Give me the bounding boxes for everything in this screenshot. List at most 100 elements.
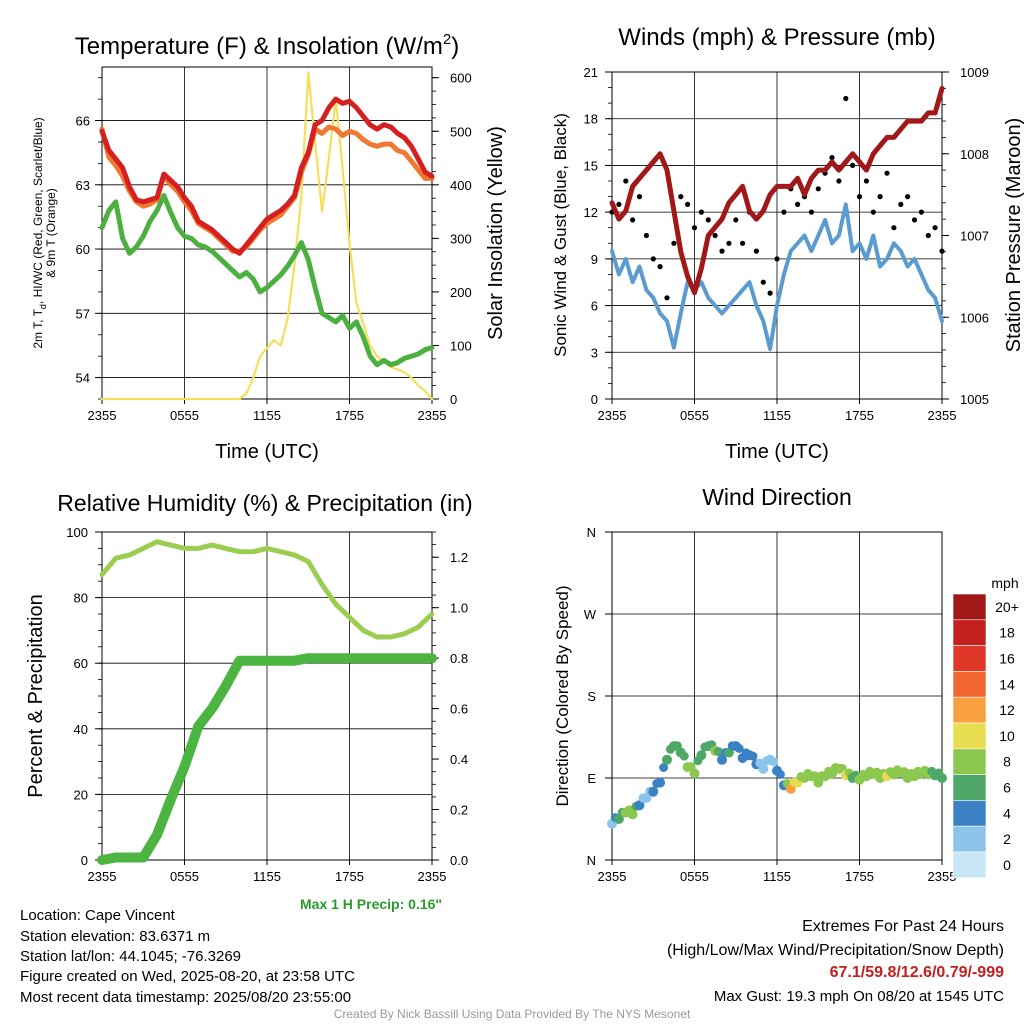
direction-point (748, 751, 758, 761)
y-label-line1: 2m T, Td, HI/WC (Red, Green, Scarlet/Blu… (31, 117, 48, 348)
series-line-sonic-wind (610, 202, 944, 352)
direction-point (937, 773, 947, 783)
gust-point (774, 256, 780, 262)
gust-point (905, 194, 911, 200)
y-axis-label-left: Percent & Precipitation (25, 594, 47, 797)
gust-point (712, 232, 718, 239)
gust-point (719, 248, 725, 254)
legend-label: 8 (1003, 754, 1011, 770)
direction-point (775, 769, 785, 779)
y-label-part: , HI/WC (Red, Green, Scarlet/Blue) (31, 117, 45, 304)
x-tick-label: 1755 (845, 408, 874, 423)
y-tick-label-left: N (587, 853, 596, 868)
y-tick-label-left: 3 (591, 345, 598, 360)
location-text: Location: Cape Vincent (20, 907, 175, 924)
panel-title-end: ) (451, 33, 459, 60)
y-axis-label-left: Direction (Colored By Speed) (553, 585, 572, 806)
gust-point (939, 248, 945, 254)
gust-point (678, 194, 684, 200)
gust-point (760, 279, 766, 285)
gust-point (877, 194, 883, 200)
y-label-left-text: Direction (Colored By Speed) (553, 585, 572, 806)
y-tick-label-left: 15 (584, 158, 598, 173)
direction-point (627, 809, 638, 820)
x-tick-label: 1755 (845, 869, 874, 884)
gust-point (671, 240, 677, 246)
y-label-left-text: Sonic Wind & Gust (Blue, Black) (551, 113, 570, 357)
extremes-subtitle: (High/Low/Max Wind/Precipitation/Snow De… (666, 942, 1004, 959)
y-tick-label-right: 1008 (960, 147, 989, 162)
gust-point (836, 178, 842, 184)
x-tick-label: 2355 (598, 408, 627, 423)
direction-point (689, 768, 700, 779)
gust-point (815, 186, 821, 192)
x-tick-label: 2355 (88, 869, 117, 884)
gust-point (781, 209, 787, 215)
y-axis-label-right: Solar Insolation (Yellow) (485, 126, 507, 340)
gust-point (843, 95, 849, 102)
legend-label: 0 (1003, 857, 1011, 873)
y-tick-label-right: 1009 (960, 65, 989, 80)
credit-text: Created By Nick Bassill Using Data Provi… (333, 1007, 691, 1021)
legend-swatch (952, 722, 987, 750)
series-line-td (99, 193, 435, 368)
y-label-line2: & 9m T (Orange) (44, 188, 58, 278)
legend-swatch (952, 671, 987, 698)
y-tick-label-left: 0 (591, 392, 598, 407)
gust-point (733, 217, 739, 223)
y-label-sub: d (38, 304, 48, 309)
y-tick-label-left: N (587, 525, 596, 540)
x-tick-label: 1755 (335, 408, 364, 423)
gust-point (918, 209, 925, 215)
x-tick-label: 0555 (680, 869, 709, 884)
gust-point (616, 201, 622, 207)
extremes-title: Extremes For Past 24 Hours (802, 918, 1004, 935)
gust-point (643, 232, 650, 239)
gust-point (884, 170, 890, 176)
x-tick-label: 1155 (763, 408, 791, 423)
x-tick-label: 0555 (170, 408, 199, 423)
x-tick-label: 1155 (253, 408, 281, 423)
y-label-part: 2m T, T (31, 308, 45, 348)
y-tick-label-right: 0.0 (450, 853, 468, 868)
gust-point (898, 201, 904, 207)
y-tick-label-left: 18 (584, 112, 598, 127)
gust-point (795, 201, 801, 207)
panel-title-sup: 2 (443, 31, 451, 48)
x-tick-label: 2355 (418, 869, 447, 884)
gust-point (630, 217, 636, 223)
panel-title: Relative Humidity (%) & Precipitation (i… (57, 490, 472, 516)
y-axis-label-left: Sonic Wind & Gust (Blue, Black) (551, 113, 570, 357)
y-axis-label-left: 2m T, Td, HI/WC (Red, Green, Scarlet/Blu… (31, 117, 58, 348)
y-tick-label-left: 100 (66, 525, 88, 540)
direction-point (696, 750, 707, 761)
x-tick-label: 2355 (928, 869, 957, 884)
direction-point (634, 800, 645, 811)
y-tick-label-left: 6 (591, 299, 598, 314)
y-tick-label-right: 0.6 (450, 702, 468, 717)
panel-title: Temperature (F) & Insolation (W/m2) (75, 31, 459, 60)
legend-label: 4 (1003, 805, 1011, 821)
y-label-left-text: Percent & Precipitation (25, 594, 47, 797)
gust-point (623, 178, 629, 184)
extremes-values: 67.1/59.8/12.6/0.79/-999 (829, 964, 1004, 981)
gust-point (698, 209, 705, 215)
y-tick-label-right: 500 (450, 124, 472, 139)
elevation-text: Station elevation: 83.6371 m (20, 928, 211, 945)
y-tick-label-right: 0 (450, 392, 457, 407)
gust-point (808, 209, 815, 215)
gust-point (767, 290, 773, 296)
y-tick-label-left: 57 (76, 306, 90, 321)
y-tick-label-left: 9 (591, 252, 598, 267)
direction-point (659, 763, 669, 772)
y-tick-label-left: 54 (76, 371, 90, 386)
x-tick-label: 1155 (763, 869, 791, 884)
gust-point (657, 264, 663, 270)
gust-point (726, 240, 732, 246)
y-tick-label-right: 0.4 (450, 752, 468, 767)
legend-swatch (952, 593, 987, 621)
series-line-station-pressure (609, 85, 945, 296)
gust-point (863, 178, 870, 184)
y-tick-label-left: 80 (74, 591, 88, 606)
direction-point (655, 777, 666, 788)
